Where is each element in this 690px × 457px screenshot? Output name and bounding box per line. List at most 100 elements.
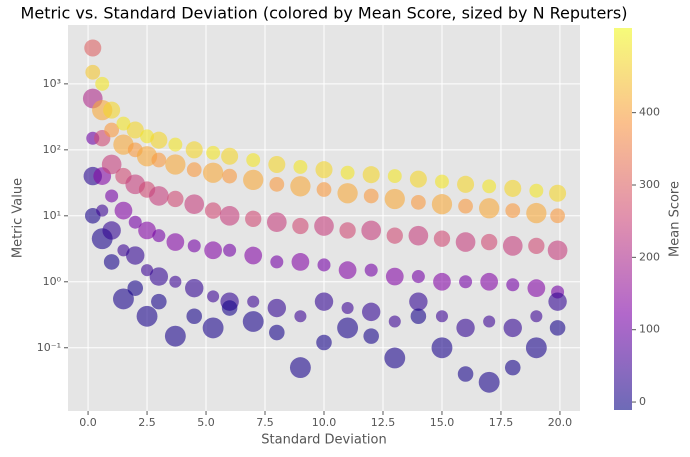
point [317, 258, 331, 272]
point [150, 131, 168, 149]
point [101, 154, 122, 175]
point [104, 122, 120, 138]
point [482, 179, 497, 194]
point [149, 267, 169, 286]
point [361, 302, 381, 322]
y-tick-label: 10¹ [43, 209, 61, 222]
point [114, 201, 133, 220]
point [85, 64, 101, 80]
point [185, 278, 204, 298]
colorbar [614, 28, 632, 410]
point [457, 175, 475, 193]
point [105, 189, 119, 203]
point [314, 216, 334, 236]
point [337, 317, 359, 339]
point [245, 210, 262, 227]
point [456, 318, 475, 338]
point [502, 236, 523, 256]
point [269, 176, 285, 192]
point [363, 188, 379, 204]
point [384, 188, 405, 210]
point [184, 194, 205, 215]
point [431, 337, 453, 359]
point [128, 215, 142, 229]
point [247, 295, 260, 308]
point [340, 165, 355, 180]
point [242, 311, 264, 332]
point [410, 194, 426, 210]
point [291, 253, 310, 271]
point [339, 222, 356, 239]
point [84, 39, 102, 57]
point [315, 161, 333, 179]
y-axis-label: Metric Value [11, 178, 26, 258]
point [384, 347, 406, 369]
point [435, 310, 448, 323]
point [503, 318, 522, 338]
point [204, 202, 222, 219]
point [338, 261, 357, 280]
point [136, 305, 158, 327]
point [151, 152, 167, 168]
point [504, 179, 522, 197]
point [207, 290, 220, 303]
point [102, 221, 121, 240]
point [151, 293, 167, 310]
point [549, 184, 567, 202]
point [480, 272, 499, 291]
point [138, 221, 156, 240]
point [341, 302, 354, 315]
point [149, 186, 169, 206]
colorbar-tick-label: 200 [639, 250, 660, 263]
points [82, 39, 568, 393]
point [127, 280, 144, 296]
x-tick-label: 17.5 [489, 416, 514, 429]
point [293, 160, 308, 174]
point [152, 229, 166, 243]
point [527, 279, 546, 298]
chart-title: Metric vs. Standard Deviation (colored b… [21, 4, 628, 23]
point [95, 76, 110, 91]
colorbar-label: Mean Score [668, 181, 683, 257]
point [290, 176, 311, 197]
point [479, 198, 500, 219]
point [168, 137, 183, 152]
point [548, 292, 567, 311]
point [243, 169, 264, 191]
point [165, 154, 186, 175]
point [103, 101, 121, 119]
point [525, 337, 547, 359]
point [385, 267, 404, 286]
point [246, 153, 261, 168]
point [433, 230, 451, 247]
point [141, 264, 154, 277]
point [361, 220, 382, 241]
colorbar-tick-label: 0 [639, 395, 646, 408]
x-tick-label: 5.0 [197, 416, 215, 429]
point [483, 315, 496, 328]
point [222, 168, 238, 184]
point [167, 190, 184, 208]
y-tick-label: 10⁰ [43, 275, 62, 288]
point [202, 317, 224, 339]
point [267, 298, 287, 318]
point [388, 315, 401, 328]
point [221, 147, 239, 165]
point [126, 121, 144, 139]
x-tick-label: 20.0 [548, 416, 573, 429]
point [411, 270, 425, 284]
point [186, 308, 203, 325]
point [481, 233, 498, 251]
point [409, 170, 427, 188]
point [529, 183, 544, 198]
point [270, 255, 284, 269]
point [455, 232, 476, 252]
point [387, 169, 402, 184]
point [289, 357, 311, 379]
point [504, 359, 521, 376]
x-tick-label: 15.0 [430, 416, 455, 429]
point [408, 225, 429, 246]
point [103, 254, 120, 270]
point [294, 310, 307, 323]
point [457, 366, 474, 382]
